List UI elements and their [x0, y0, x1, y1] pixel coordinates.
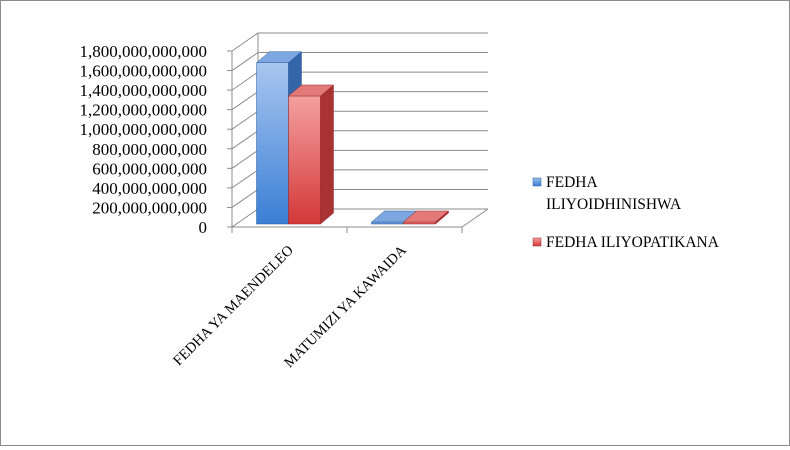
bar-front: [288, 95, 321, 225]
bars: [255, 51, 450, 225]
gridline-side-0: [231, 208, 259, 228]
bar-side: [320, 84, 334, 225]
bar-front: [256, 62, 289, 225]
gridline-side-5: [231, 110, 259, 130]
gridline-side-9: [231, 32, 259, 52]
legend-item-0: FEDHA ILIYOIDHINISHWA: [532, 174, 682, 213]
bar-side: [435, 210, 449, 225]
gridline-side-8: [231, 52, 259, 71]
bar-front: [371, 221, 404, 225]
bar-front: [403, 221, 436, 225]
gridline-side-1: [231, 189, 259, 208]
x-category-label-0: FEDHA YA MAENDELEO: [170, 243, 297, 370]
legend-item-1: FEDHA ILIYOPATIKANA: [532, 234, 720, 251]
bar-received-1: [402, 210, 450, 225]
gridline-side-4: [231, 130, 259, 150]
floor-right-edge: [461, 208, 489, 228]
x-category-label-1: MATUMIZI YA KAWAIDA: [281, 242, 410, 371]
legend: FEDHA ILIYOIDHINISHWA FEDHA ILIYOPATIKANA: [532, 174, 720, 251]
y-tick-label-7: 1,400,000,000,000: [80, 81, 208, 100]
y-tick-label-9: 1,800,000,000,000: [80, 42, 208, 61]
bar-received-0: [287, 84, 335, 225]
gridline-side-6: [231, 91, 259, 111]
legend-label-1: FEDHA ILIYOPATIKANA: [546, 234, 720, 251]
legend-label-0-line-1: ILIYOIDHINISHWA: [546, 196, 682, 213]
gridline-side-2: [231, 169, 259, 189]
y-tick-label-2: 400,000,000,000: [92, 179, 207, 198]
y-tick-label-3: 600,000,000,000: [92, 159, 207, 178]
y-tick-label-1: 200,000,000,000: [92, 198, 207, 217]
gridline-side-7: [231, 71, 259, 91]
legend-swatch-0: [532, 177, 542, 187]
y-tick-label-4: 800,000,000,000: [92, 140, 207, 159]
y-tick-label-0: 0: [199, 218, 208, 237]
legend-swatch-1: [532, 237, 542, 247]
legend-label-0-line-0: FEDHA: [546, 174, 598, 191]
y-tick-label-6: 1,200,000,000,000: [80, 101, 208, 120]
gridline-side-3: [231, 149, 259, 169]
y-tick-label-8: 1,600,000,000,000: [80, 62, 208, 81]
y-tick-label-5: 1,000,000,000,000: [80, 120, 208, 139]
